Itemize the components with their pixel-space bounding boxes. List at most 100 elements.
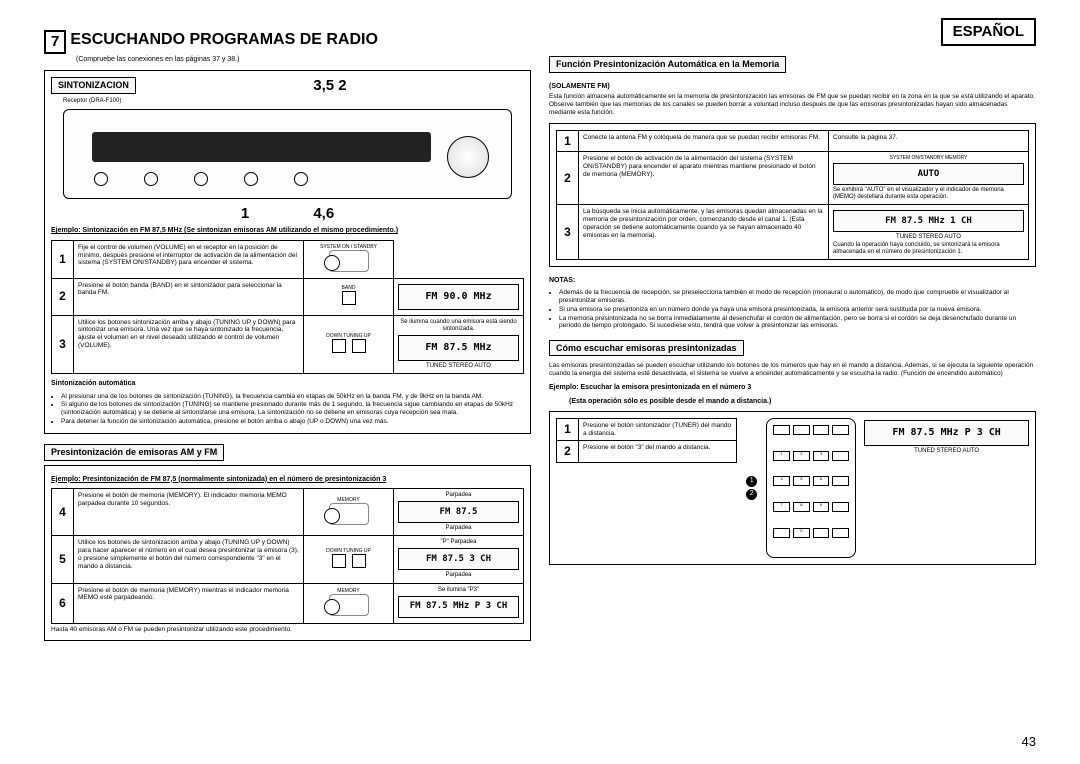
lcd-display: FM 87.5 MHz	[398, 335, 519, 361]
lcd-display: FM 87.5 MHz P 3 CH	[398, 596, 519, 618]
remote-btn: 5	[793, 476, 810, 486]
table-row: 3 La búsqueda se inicia automáticamente,…	[557, 205, 1029, 260]
page: 7ESCUCHANDO PROGRAMAS DE RADIO (Comprueb…	[0, 0, 1080, 671]
lcd-display: FM 87.5 3 CH	[398, 548, 519, 570]
remote-btn: 3	[813, 451, 830, 461]
step-icon-cell: MEMORY	[304, 488, 394, 535]
presint-footer: Hasta 40 emisoras AM o FM se pueden pres…	[51, 626, 524, 634]
remote-btn: 0	[793, 528, 810, 538]
callout-top: 3,5 2	[136, 77, 524, 95]
main-title: 7ESCUCHANDO PROGRAMAS DE RADIO	[44, 30, 531, 54]
lcd-cell: Se ilumina "P3" FM 87.5 MHz P 3 CH	[394, 583, 524, 623]
btn-label: DOWN TUNING UP	[308, 333, 389, 339]
remote-btn	[832, 528, 849, 538]
remote-btn: 9	[813, 502, 830, 512]
lcd-note: Parpadea	[398, 572, 519, 579]
step-text: Presione el botón "3" del mando a distan…	[579, 441, 737, 462]
escuchar-steps: 1 Presione el botón sintonizador (TUNER)…	[556, 418, 737, 558]
receiver-diagram	[63, 109, 512, 199]
lcd-note: Se ilumina cuando una emisora está siend…	[398, 319, 519, 333]
lcd-cell: "P" Parpadea FM 87.5 3 CH Parpadea	[394, 536, 524, 583]
step-text: La búsqueda se inicia automáticamente, y…	[579, 205, 829, 260]
escuchar-example: Ejemplo: Escuchar la emisora presintoniz…	[549, 384, 1036, 392]
escuchar-box: 1 Presione el botón sintonizador (TUNER)…	[549, 411, 1036, 565]
list-item: Si una emisora se presintoniza en un núm…	[559, 306, 1036, 314]
step-text: Utilice los botones de sintonización arr…	[74, 536, 304, 583]
btn-label: DOWN TUNING UP	[308, 548, 389, 554]
table-row: 2 Presione el botón banda (BAND) en el s…	[52, 278, 524, 315]
circle-num-2: 2	[746, 489, 757, 500]
table-row: 3 Utilice los botones sintonización arri…	[52, 315, 524, 374]
step-num: 3	[52, 315, 74, 374]
step-num: 5	[52, 536, 74, 583]
right-cell: FM 87.5 MHz 1 CH TUNED STEREO AUTO Cuand…	[829, 205, 1029, 260]
language-badge: ESPAÑOL	[941, 18, 1036, 46]
step-num: 2	[557, 441, 579, 462]
step-icon-cell: DOWN TUNING UP	[304, 315, 394, 374]
presint-steps-table: 4 Presione el botón de memoria (MEMORY).…	[51, 488, 524, 624]
auto-mem-box: 1 Conecte la antena FM y colóquela de ma…	[549, 123, 1036, 267]
lcd-display: FM 87.5 MHz P 3 CH	[864, 420, 1029, 446]
lcd-sub: TUNED STEREO AUTO	[864, 448, 1029, 455]
lcd-sub: TUNED STEREO AUTO	[833, 234, 1024, 241]
lcd-note: Parpadea	[398, 525, 519, 532]
step-text: Presione el botón banda (BAND) en el sin…	[74, 278, 304, 315]
hand-press-icon	[329, 503, 369, 525]
lcd-note: "P" Parpadea	[398, 539, 519, 546]
lcd-display: FM 90.0 MHz	[398, 284, 519, 310]
escuchar-intro: Las emisoras presintonizadas se pueden e…	[549, 362, 1036, 378]
step-text: Presione el botón de activación de la al…	[579, 151, 829, 204]
auto-mem-table: 1 Conecte la antena FM y colóquela de ma…	[556, 130, 1029, 260]
auto-mem-intro: Esta función almacena automáticamente en…	[549, 93, 1036, 116]
remote-btn	[832, 425, 849, 435]
step-text: Utilice los botones sintonización arriba…	[74, 315, 304, 374]
step-num: 6	[52, 583, 74, 623]
btn-label: MEMORY	[308, 497, 389, 503]
knob-5	[294, 172, 308, 186]
remote-btn: 1	[773, 451, 790, 461]
step-text: Fije el control de volumen (VOLUME) en e…	[74, 240, 304, 278]
remote-btn: 8	[793, 502, 810, 512]
lcd-note: Se ilumina "P3"	[398, 587, 519, 594]
down-button-icon	[332, 339, 346, 353]
left-column: 7ESCUCHANDO PROGRAMAS DE RADIO (Comprueb…	[44, 30, 531, 651]
step-text: Presione el botón sintonizador (TUNER) d…	[579, 418, 737, 441]
escuchar-example-sub: (Esta operación sólo es posible desde el…	[569, 398, 1036, 406]
circle-num-1: 1	[746, 476, 757, 487]
auto-bullets: Al presionar una de los botones de sinto…	[51, 393, 524, 426]
step-text: Presione el botón de memoria (MEMORY) mi…	[74, 583, 304, 623]
check-connections: (Compruebe las conexiones en las páginas…	[76, 56, 531, 64]
presint-header: Presintonización de emisoras AM y FM	[44, 444, 224, 461]
lcd-display: FM 87.5 MHz 1 CH	[833, 210, 1024, 232]
step-icon-cell: SYSTEM ON / STANDBY	[304, 240, 394, 278]
list-item: Para detener la función de sintonización…	[61, 418, 524, 426]
lcd-cell: Se ilumina cuando una emisora está siend…	[394, 315, 524, 374]
step-num: 3	[557, 205, 579, 260]
up-button-icon	[352, 339, 366, 353]
table-row: 4 Presione el botón de memoria (MEMORY).…	[52, 488, 524, 535]
auto-sint-title: Sintonización automática	[51, 380, 524, 388]
title-text: ESCUCHANDO PROGRAMAS DE RADIO	[70, 31, 378, 48]
step-icon-cell: MEMORY	[304, 583, 394, 623]
lcd-cell: FM 90.0 MHz	[394, 278, 524, 315]
lcd-note: Parpadea	[398, 492, 519, 499]
btn-label: MEMORY	[308, 588, 389, 594]
callout-1: 1	[241, 205, 249, 222]
receiver-label: Receptor (DRA-F100)	[63, 98, 524, 105]
step-num: 1	[557, 418, 579, 441]
remote-btn	[813, 528, 830, 538]
lcd-cell: Parpadea FM 87.5 Parpadea	[394, 488, 524, 535]
step-text: Presione el botón de memoria (MEMORY). E…	[74, 488, 304, 535]
escuchar-header: Cómo escuchar emisoras presintonizadas	[549, 340, 744, 357]
step-icon-cell: BAND	[304, 278, 394, 315]
table-row: 1 Conecte la antena FM y colóquela de ma…	[557, 130, 1029, 151]
presint-box: Ejemplo: Presintonización de FM 87,5 (no…	[44, 465, 531, 641]
sintonizacion-box: SINTONIZACION 3,5 2 Receptor (DRA-F100) …	[44, 70, 531, 433]
btn-label: SYSTEM ON / STANDBY	[308, 244, 389, 250]
remote-btn	[832, 502, 849, 512]
right-column: Función Presintonización Automática en l…	[549, 56, 1036, 651]
list-item: Además de la frecuencia de recepción, se…	[559, 289, 1036, 305]
volume-knob	[447, 136, 489, 178]
remote-btn	[773, 425, 790, 435]
step-text: Conecte la antena FM y colóquela de mane…	[579, 130, 829, 151]
